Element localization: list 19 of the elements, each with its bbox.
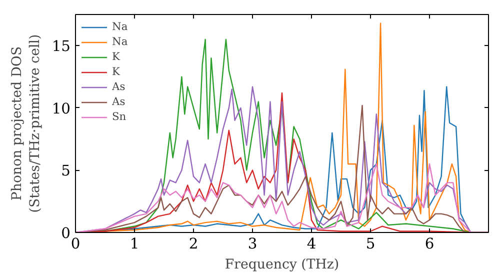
legend-label: K [112, 50, 122, 63]
legend-label: Sn [112, 110, 128, 123]
y-tick-label: 15 [52, 38, 71, 56]
legend-label: K [112, 65, 122, 78]
x-tick-label: 4 [306, 236, 316, 252]
x-tick-label: 5 [366, 236, 376, 252]
x-tick-label: 6 [424, 236, 434, 252]
y-axis-title: Phonon projected DOS (States/THz·primitive cell) [10, 34, 43, 213]
legend-label: Na [112, 20, 129, 33]
x-axis-title: Frequency (THz) [224, 258, 340, 272]
x-tick-label: 3 [248, 236, 258, 252]
legend-label: As [112, 95, 126, 108]
legend-label: Na [112, 35, 129, 48]
y-tick-label: 0 [61, 225, 71, 242]
x-tick-label: 1 [130, 236, 140, 252]
legend-label: As [112, 80, 126, 93]
x-tick-label: 2 [188, 236, 198, 252]
y-tick-label: 10 [52, 100, 71, 118]
y-tick-label: 5 [61, 162, 71, 180]
